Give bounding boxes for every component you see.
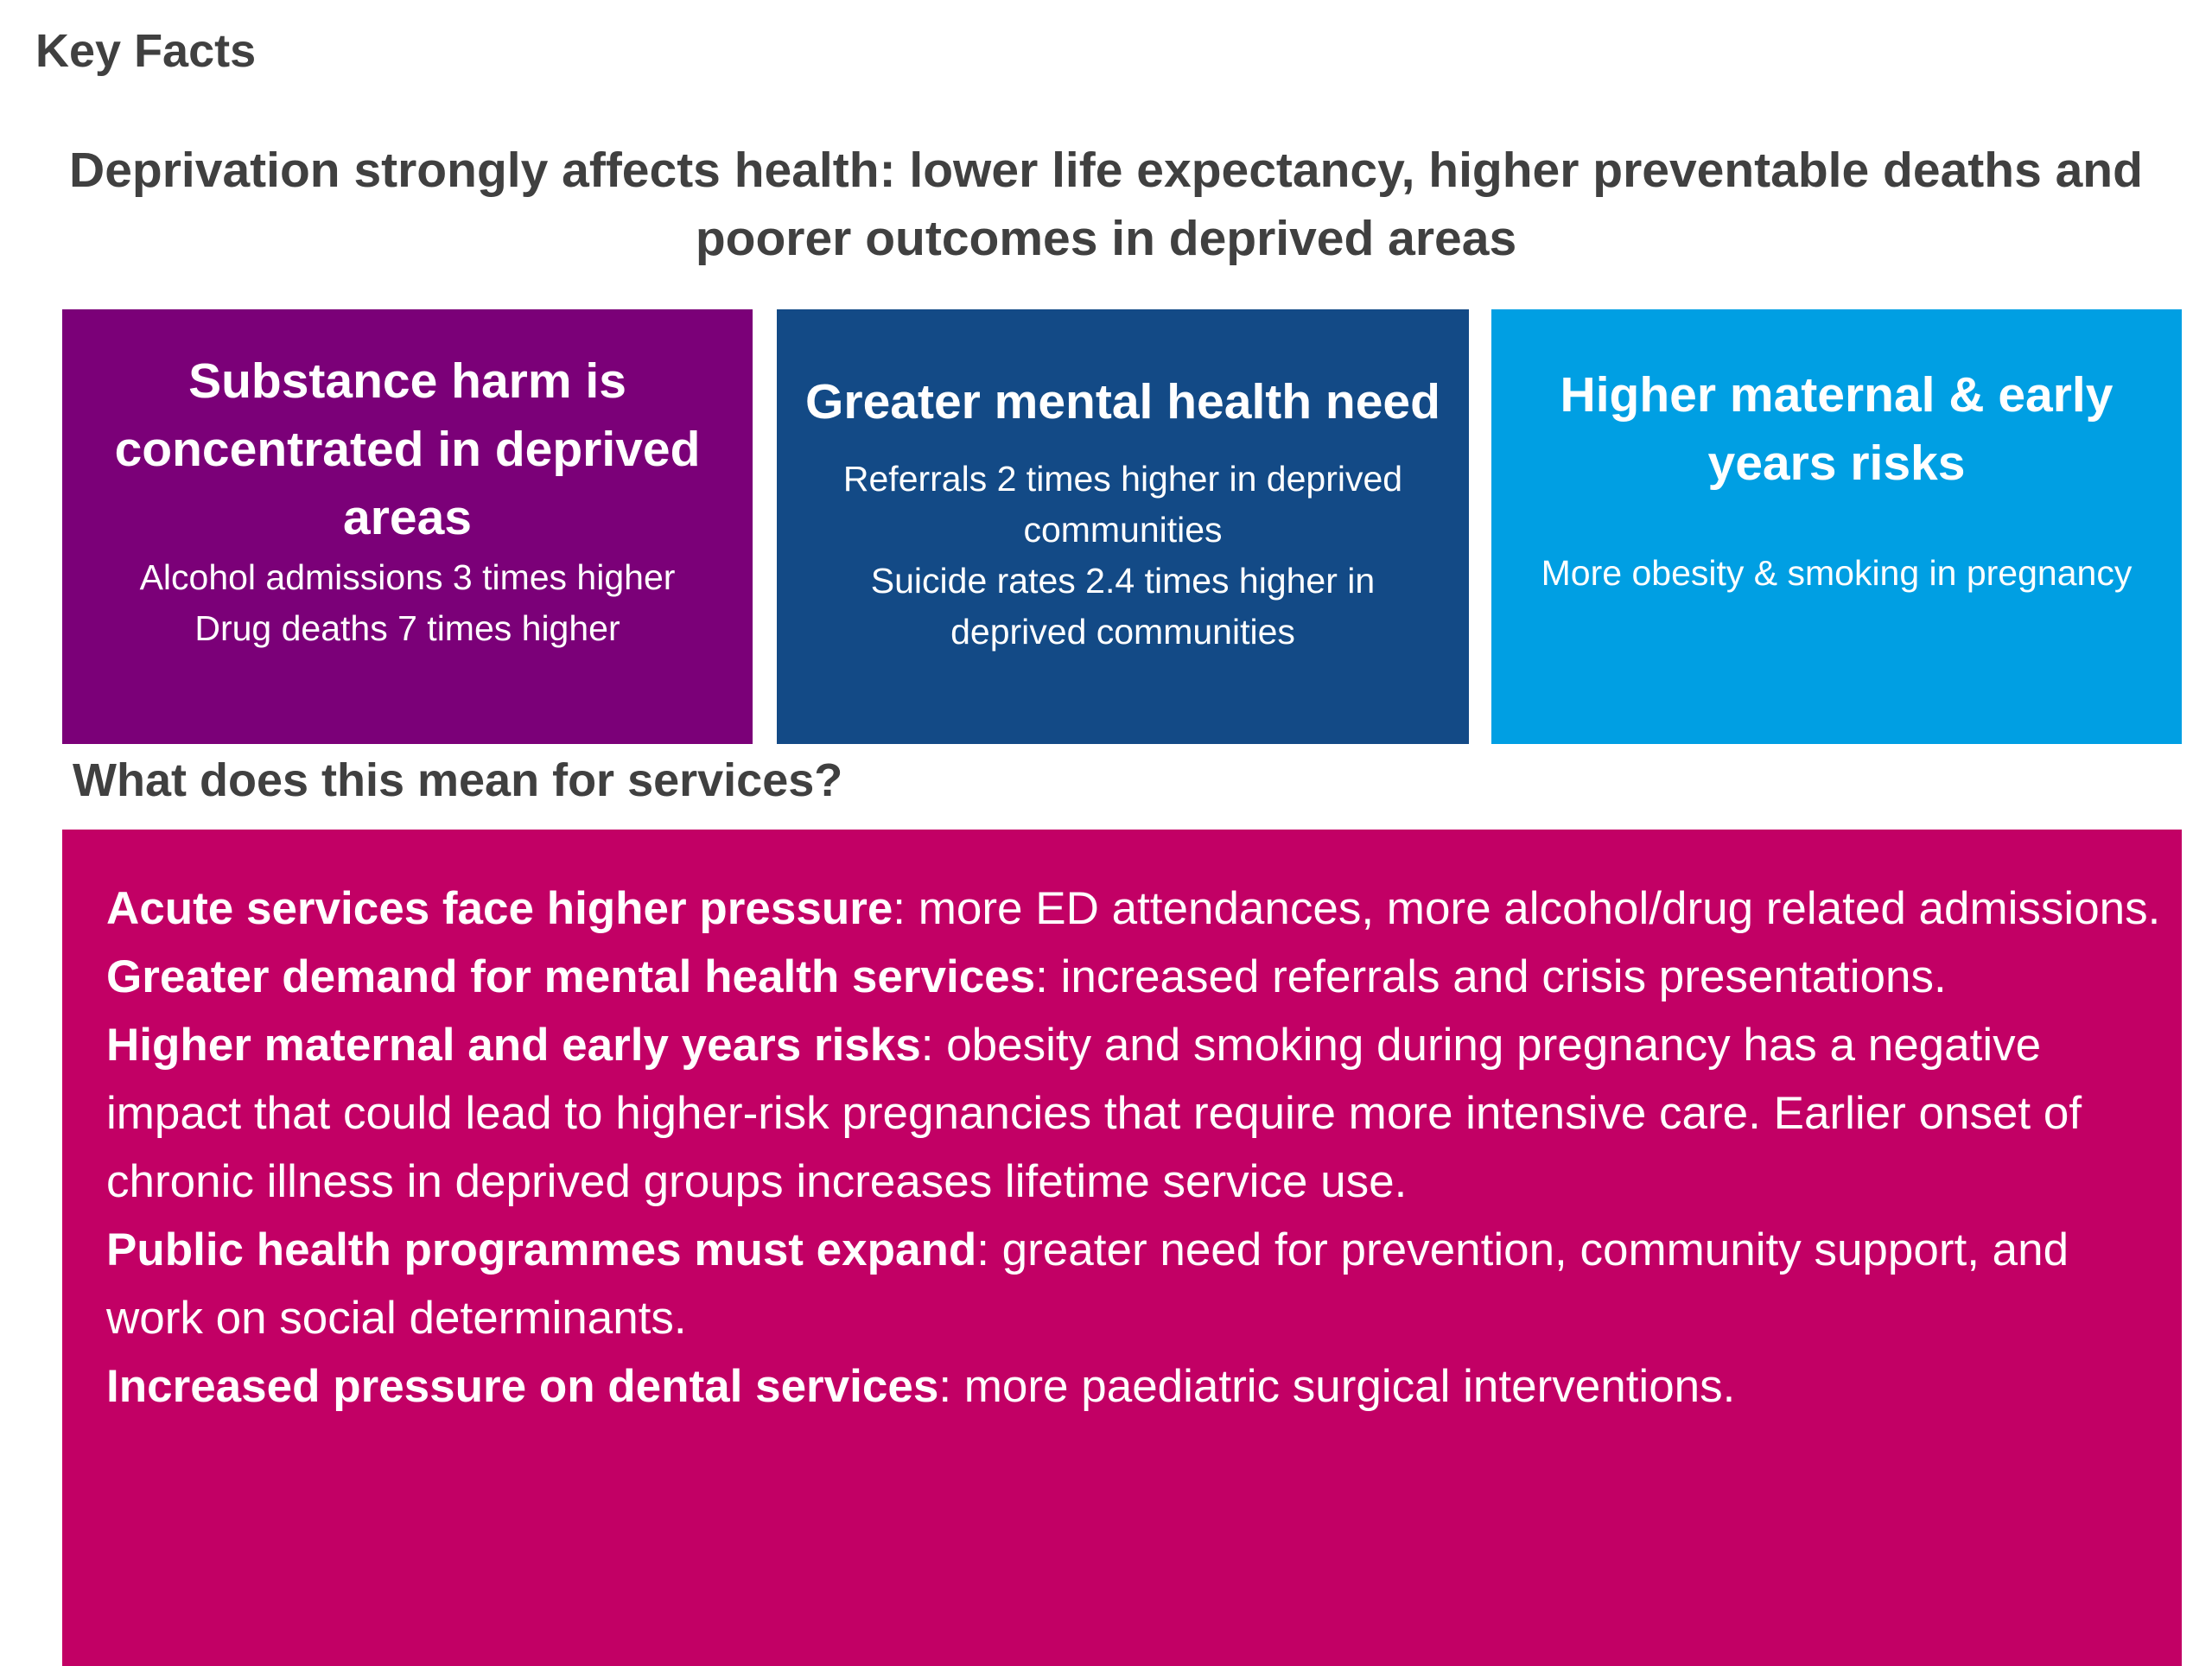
service-item: Acute services face higher pressure: mor… [106, 883, 2161, 934]
service-item: Increased pressure on dental services: m… [106, 1361, 1736, 1412]
card-line: More obesity & smoking in pregnancy [1541, 553, 2133, 593]
card-substance-harm: Substance harm is concentrated in depriv… [62, 309, 753, 744]
subtitle: Deprivation strongly affects health: low… [69, 143, 2143, 266]
card-line: Suicide rates 2.4 times higher in depriv… [870, 561, 1376, 652]
page-title: Key Facts [35, 25, 257, 77]
card-mental-health: Greater mental health need Referrals 2 t… [777, 309, 1469, 744]
service-item: Higher maternal and early years risks: o… [106, 1020, 2082, 1207]
card-heading: Greater mental health need [805, 374, 1440, 429]
card-line: Alcohol admissions 3 times higher [139, 557, 676, 597]
services-heading: What does this mean for services? [73, 754, 843, 806]
card-heading: Substance harm is concentrated in depriv… [114, 353, 701, 545]
service-item: Greater demand for mental health service… [106, 951, 1947, 1002]
card-line: Referrals 2 times higher in deprived com… [842, 459, 1403, 550]
card-maternal-risks: Higher maternal & early years risks More… [1491, 309, 2182, 744]
service-item: Public health programmes must expand: gr… [106, 1224, 2069, 1344]
card-line: Drug deaths 7 times higher [194, 608, 620, 648]
card-heading: Higher maternal & early years risks [1560, 367, 2113, 491]
services-panel: Acute services face higher pressure: mor… [62, 830, 2182, 1666]
